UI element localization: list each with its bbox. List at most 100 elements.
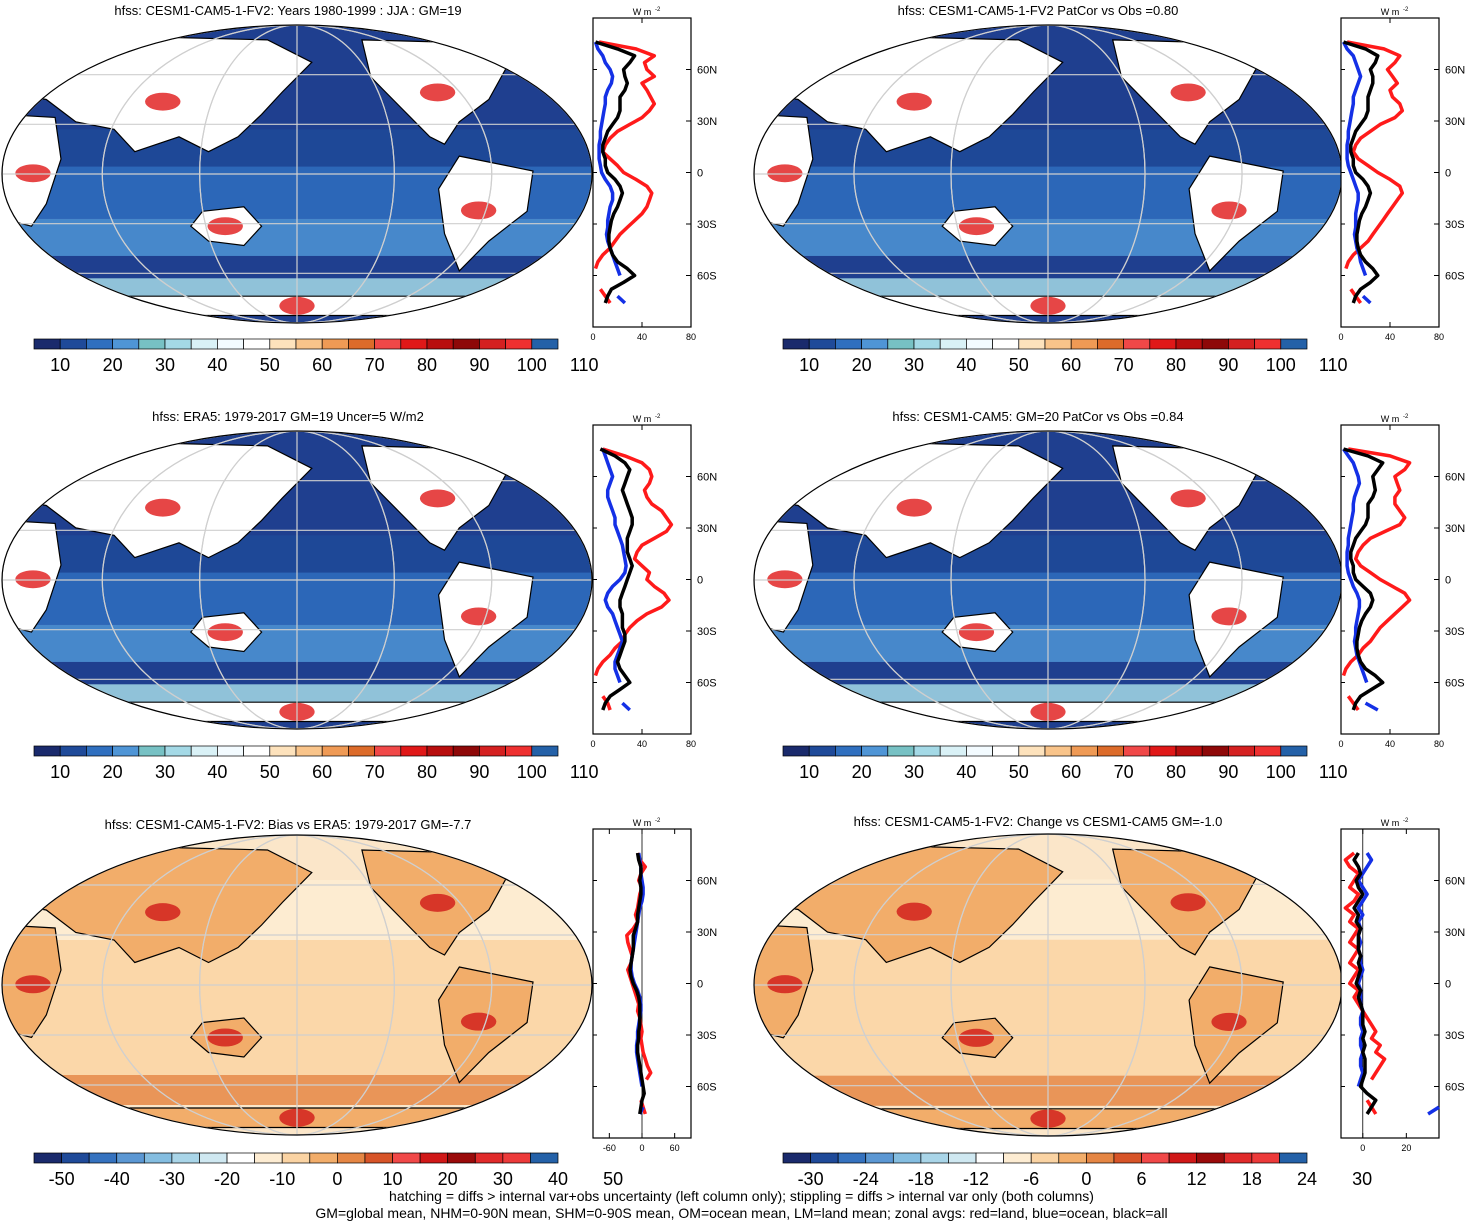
land-hotspot bbox=[419, 83, 456, 102]
zonal-ytick-label: 30S bbox=[1445, 219, 1465, 231]
colorbar-swatch bbox=[1228, 338, 1255, 350]
map-border bbox=[1, 834, 593, 1136]
zonal-ytick-label: 60S bbox=[1445, 1082, 1465, 1094]
colorbar-swatch bbox=[190, 745, 218, 757]
colorbar-label: -20 bbox=[214, 1169, 240, 1189]
colorbar-swatch bbox=[1254, 338, 1282, 350]
colorbar-label: 110 bbox=[1319, 762, 1348, 782]
colorbar-label: 30 bbox=[155, 762, 175, 782]
colorbar-swatch bbox=[392, 1152, 421, 1164]
colorbar-label: 20 bbox=[852, 355, 872, 375]
colorbar-swatch bbox=[1097, 338, 1124, 350]
colorbar-swatch bbox=[1280, 338, 1308, 350]
zonal-xtick-label: 0 bbox=[1338, 332, 1343, 342]
land-hotspot bbox=[958, 623, 995, 642]
land-hotspot bbox=[419, 489, 456, 508]
colorbar-swatch bbox=[1196, 1152, 1225, 1164]
map-body bbox=[754, 431, 1342, 729]
colorbar-swatch bbox=[374, 745, 402, 757]
colorbar-label: 10 bbox=[799, 355, 819, 375]
land-hotspot bbox=[207, 623, 243, 642]
land-hotspot bbox=[145, 92, 181, 111]
land-hotspot bbox=[15, 975, 51, 994]
zonal-xtick-label: 80 bbox=[686, 739, 696, 749]
colorbar-swatch bbox=[1141, 1152, 1170, 1164]
colorbar-swatch bbox=[295, 745, 323, 757]
zonal-line-all bbox=[628, 852, 646, 1115]
zonal-units-label: W m bbox=[1381, 7, 1400, 17]
colorbar-swatch bbox=[474, 1152, 504, 1164]
zonal-ytick-label: 30N bbox=[1445, 116, 1465, 128]
colorbar-swatch bbox=[1070, 745, 1098, 757]
colorbar-swatch bbox=[1030, 1152, 1060, 1164]
colorbar-swatch bbox=[782, 1152, 811, 1164]
colorbar-swatch bbox=[782, 338, 810, 350]
colorbar-swatch bbox=[1228, 745, 1255, 757]
zonal-ytick-label: 30N bbox=[1445, 523, 1465, 535]
colorbar-swatch bbox=[33, 338, 61, 350]
graticule-meridian bbox=[199, 25, 395, 323]
land-hotspot bbox=[958, 217, 995, 236]
colorbar-swatch bbox=[1251, 1152, 1280, 1164]
colorbar-swatch bbox=[254, 1152, 283, 1164]
colorbar-swatch bbox=[364, 1152, 393, 1164]
colorbar-label: 40 bbox=[548, 1169, 568, 1189]
graticule-meridian bbox=[199, 835, 395, 1135]
colorbar-swatch bbox=[837, 1152, 867, 1164]
land-hotspot bbox=[15, 164, 51, 183]
panel-3: hfss: ERA5: 1979-2017 GM=19 Uncer=5 W/m2… bbox=[1, 409, 717, 782]
colorbar-label: 60 bbox=[1061, 762, 1081, 782]
colorbar-label: -40 bbox=[104, 1169, 130, 1189]
colorbar-swatch bbox=[502, 1152, 531, 1164]
colorbar-swatch bbox=[887, 338, 915, 350]
colorbar-swatch bbox=[400, 745, 428, 757]
colorbar-swatch bbox=[374, 338, 402, 350]
land-hotspot bbox=[419, 893, 456, 912]
colorbar-label: 90 bbox=[469, 762, 489, 782]
zonal-units-label: W m bbox=[633, 818, 652, 828]
colorbar-swatch bbox=[321, 338, 349, 350]
land-hotspot bbox=[896, 498, 932, 517]
colorbar-label: 0 bbox=[1081, 1169, 1091, 1189]
graticule-meridian bbox=[950, 834, 1146, 1136]
zonal-ytick-label: 60N bbox=[697, 876, 717, 888]
zonal-xtick-label: -60 bbox=[603, 1143, 616, 1153]
zonal-xtick-label: 20 bbox=[1401, 1143, 1411, 1153]
map-body bbox=[2, 835, 592, 1135]
land-hotspot bbox=[145, 903, 181, 922]
zonal-ytick-label: 30S bbox=[1445, 626, 1465, 638]
colorbar-label: 20 bbox=[103, 762, 123, 782]
colorbar-swatch bbox=[217, 745, 244, 757]
colorbar-label: 50 bbox=[260, 762, 280, 782]
colorbar-swatch bbox=[164, 338, 192, 350]
land-hotspot bbox=[896, 92, 932, 111]
colorbar-swatch bbox=[1168, 1152, 1198, 1164]
land-hotspot bbox=[767, 570, 803, 589]
panel-title: hfss: CESM1-CAM5-1-FV2: Bias vs ERA5: 19… bbox=[105, 817, 472, 832]
colorbar-swatch bbox=[1279, 1152, 1308, 1164]
colorbar-swatch bbox=[426, 745, 454, 757]
zonal-ytick-label: 60S bbox=[1445, 678, 1465, 690]
zonal-units-exponent: -2 bbox=[655, 7, 661, 13]
colorbar-swatch bbox=[281, 1152, 311, 1164]
zonal-ytick-label: 30S bbox=[697, 626, 717, 638]
zonal-ytick-label: 60N bbox=[1445, 472, 1465, 484]
colorbar-label: 90 bbox=[1218, 762, 1238, 782]
zonal-xtick-label: 80 bbox=[686, 332, 696, 342]
zonal-units-exponent: -2 bbox=[655, 414, 661, 420]
zonal-xtick-label: 0 bbox=[1360, 1143, 1365, 1153]
land-hotspot bbox=[1170, 489, 1206, 508]
colorbar-label: 30 bbox=[904, 355, 924, 375]
colorbar-swatch bbox=[861, 745, 889, 757]
zonal-units-label: W m bbox=[633, 7, 652, 17]
colorbar-swatch bbox=[217, 338, 244, 350]
colorbar-swatch bbox=[808, 745, 836, 757]
colorbar-label: -30 bbox=[798, 1169, 824, 1189]
colorbar-swatch bbox=[835, 338, 862, 350]
land-hotspot bbox=[460, 201, 497, 220]
graticule-meridian bbox=[853, 431, 1243, 729]
colorbar-label: 10 bbox=[50, 355, 70, 375]
colorbar-swatch bbox=[86, 745, 113, 757]
zonal-xtick-label: 40 bbox=[1385, 739, 1395, 749]
